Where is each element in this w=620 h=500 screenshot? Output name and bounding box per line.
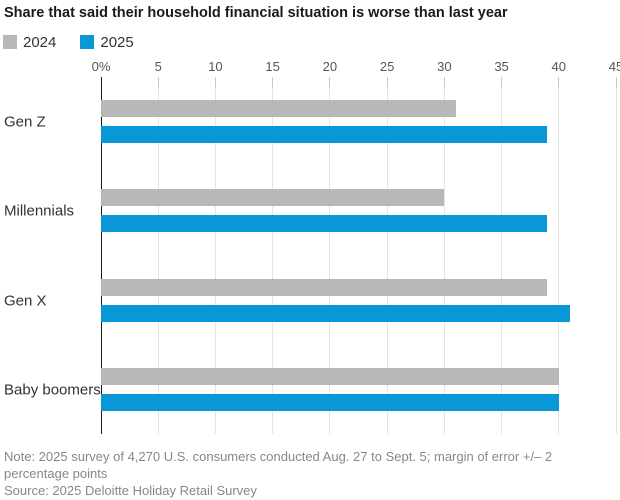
chart-title: Share that said their household financia… (4, 5, 508, 21)
gridline-10 (214, 88, 216, 434)
bar-2024-millennials (101, 189, 445, 206)
x-tick-label-15: 15 (265, 59, 280, 74)
x-tick-35 (501, 77, 503, 88)
gridline-20 (329, 88, 331, 434)
category-label-baby-boomers: Baby boomers (4, 381, 101, 398)
bar-2025-millennials (101, 215, 548, 232)
note-text: Note: 2025 survey of 4,270 U.S. consumer… (4, 449, 553, 481)
x-tick-label-0: 0% (91, 59, 111, 74)
x-tick-45 (615, 77, 617, 88)
category-label-millennials: Millennials (4, 202, 75, 219)
x-tick-40 (558, 77, 560, 88)
x-tick-5 (157, 77, 159, 88)
gridline-35 (501, 88, 503, 434)
gridline-40 (558, 88, 560, 434)
bar-2025-gen-x (101, 305, 571, 322)
x-tick-25 (386, 77, 388, 88)
legend-swatch-2024 (3, 35, 17, 49)
gridline-30 (443, 88, 445, 434)
x-tick-30 (443, 77, 445, 88)
source-text: Source: 2025 Deloitte Holiday Retail Sur… (4, 483, 257, 498)
x-tick-label-20: 20 (322, 59, 338, 74)
x-tick-label-25: 25 (379, 59, 395, 74)
x-tick-label-35: 35 (494, 59, 509, 74)
bar-2024-gen-z (101, 100, 456, 117)
bar-2024-gen-x (101, 279, 548, 296)
x-tick-20 (329, 77, 331, 88)
gridline-25 (386, 88, 388, 434)
category-label-gen-x: Gen X (4, 292, 47, 309)
x-tick-label-10: 10 (208, 59, 223, 74)
x-tick-label-5: 5 (154, 59, 162, 74)
legend-swatch-2025 (80, 35, 95, 49)
bar-2025-gen-z (101, 126, 548, 143)
x-tick-10 (214, 77, 216, 88)
gridline-45 (615, 88, 617, 434)
legend-label-2024: 2024 (23, 33, 57, 51)
gridline-15 (272, 88, 274, 434)
gridline-5 (157, 88, 159, 434)
plot-area: 0% 5 10 15 20 25 30 35 40 45 Gen Z Millennials Gen X… (4, 59, 620, 434)
legend: 2024 2025 (3, 33, 152, 51)
bar-2024-baby-boomers (101, 368, 559, 385)
legend-label-2025: 2025 (100, 33, 134, 51)
x-tick-label-45: 45 (608, 59, 620, 74)
x-tick-15 (272, 77, 274, 88)
bar-2025-baby-boomers (101, 394, 559, 411)
y-axis-line (100, 77, 102, 434)
x-tick-label-30: 30 (437, 59, 452, 74)
category-label-gen-z: Gen Z (4, 113, 46, 130)
x-tick-label-40: 40 (551, 59, 566, 74)
